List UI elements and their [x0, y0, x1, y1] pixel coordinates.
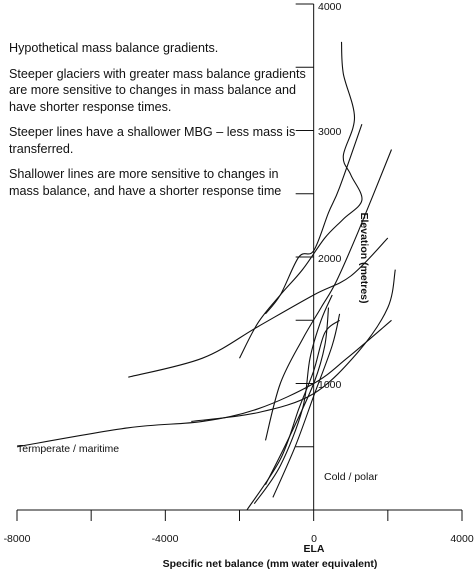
y-tick-label-2000: 2000: [318, 253, 342, 265]
series-line-2: [265, 124, 363, 315]
x-tick-label-0: 0: [311, 533, 317, 545]
note-steeper-lines: Steeper lines have a shallower MBG – les…: [9, 125, 296, 156]
annotation-temperate: Termperate / maritime: [17, 443, 119, 455]
x-tick-label-neg4000: -4000: [152, 533, 179, 545]
y-tick-label-1000: 1000: [318, 379, 342, 391]
explanatory-notes: Hypothetical mass balance gradients. Ste…: [9, 40, 309, 208]
x-tick-label-neg8000: -8000: [4, 533, 31, 545]
note-title: Hypothetical mass balance gradients.: [9, 41, 219, 55]
series-lines: [16, 41, 396, 511]
note-shallower-lines: Shallower lines are more sensitive to ch…: [9, 167, 282, 198]
y-axis-title: Elevation (metres): [358, 212, 370, 303]
series-line-10: [253, 294, 333, 505]
series-line-6: [16, 319, 392, 448]
axes: [17, 4, 462, 511]
ela-label: ELA: [304, 543, 325, 555]
y-tick-label-3000: 3000: [318, 126, 342, 138]
y-tick-label-4000: 4000: [318, 1, 342, 13]
series-line-5: [191, 269, 396, 422]
annotation-cold-polar: Cold / polar: [324, 471, 378, 483]
series-line-7: [265, 307, 330, 485]
x-axis-title: Specific net balance (mm water equivalen…: [163, 558, 378, 570]
series-line-1: [239, 41, 363, 359]
note-steeper-glaciers: Steeper glaciers with greater mass balan…: [9, 66, 306, 114]
x-tick-label-4000: 4000: [450, 533, 474, 545]
series-line-8: [272, 313, 341, 498]
series-line-4: [128, 237, 389, 378]
axis-labels: -8000 -4000 0 4000 1000 2000 3000 4000 E…: [4, 1, 474, 570]
axis-ticks: [16, 3, 463, 521]
series-line-3: [264, 149, 393, 441]
